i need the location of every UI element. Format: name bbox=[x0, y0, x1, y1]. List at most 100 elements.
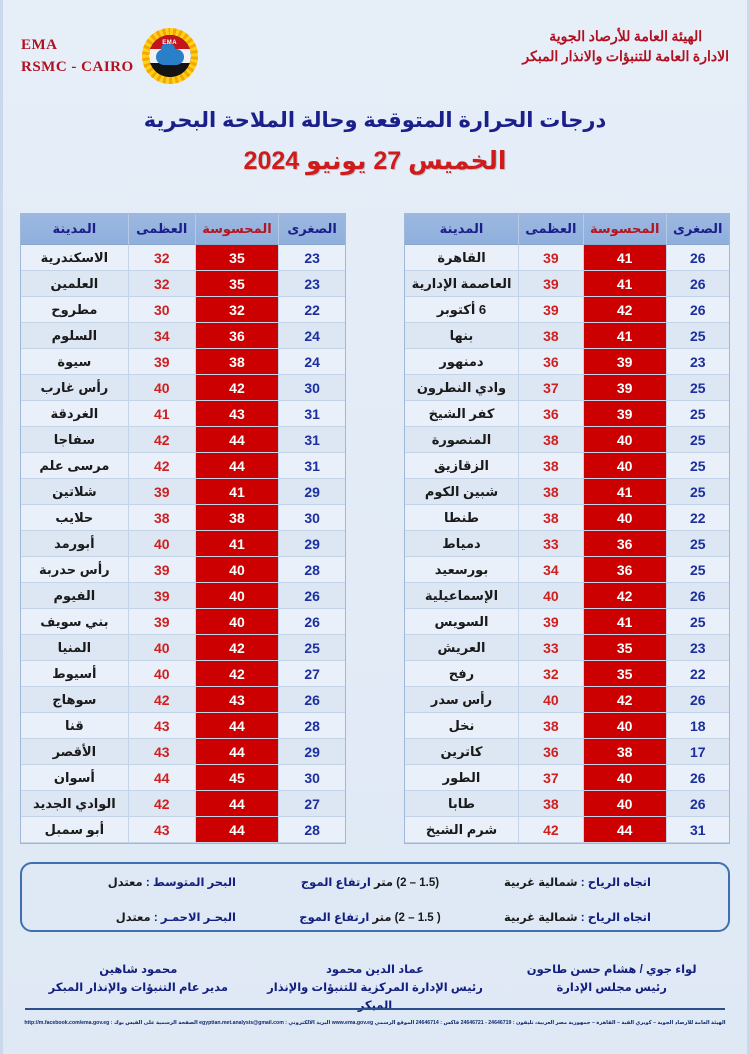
col-min: الصغرى bbox=[278, 214, 345, 245]
organization-line-2: الادارة العامة للتنبؤات والانذار المبكر bbox=[522, 50, 729, 66]
cell-min-temp: 26 bbox=[665, 245, 729, 271]
cell-city-name: رأس غارب bbox=[21, 375, 128, 401]
cell-city-name: سوهاج bbox=[21, 687, 128, 713]
cell-feels-like-temp: 40 bbox=[582, 765, 666, 791]
organization-title: الهيئة العامة للأرصاد الجوية الادارة الع… bbox=[522, 28, 729, 69]
cell-min-temp: 17 bbox=[665, 739, 729, 765]
cell-city-name: الزقازيق bbox=[405, 453, 518, 479]
table-row: 24 38 39 سيوة bbox=[21, 349, 345, 375]
cell-min-temp: 25 bbox=[665, 427, 729, 453]
cell-city-name: قنا bbox=[21, 713, 128, 739]
cell-city-name: الطور bbox=[405, 765, 518, 791]
table-row: 25 41 38 شبين الكوم bbox=[405, 479, 729, 505]
table-row: 25 40 38 الزقازيق bbox=[405, 453, 729, 479]
cell-city-name: سفاجا bbox=[21, 427, 128, 453]
cell-max-temp: 38 bbox=[517, 479, 583, 505]
cell-city-name: الوادي الجديد bbox=[21, 791, 128, 817]
cell-feels-like-temp: 40 bbox=[582, 427, 666, 453]
table-row: 27 44 42 الوادي الجديد bbox=[21, 791, 345, 817]
cell-min-temp: 28 bbox=[278, 713, 345, 739]
table-row: 27 42 40 أسيوط bbox=[21, 661, 345, 687]
cell-city-name: كاترين bbox=[405, 739, 518, 765]
cell-feels-like-temp: 41 bbox=[582, 609, 666, 635]
logo-disc: EMA bbox=[148, 35, 191, 77]
signature-role: مدير عام التنبؤات والإنذار المبكر bbox=[48, 981, 228, 994]
cell-feels-like-temp: 32 bbox=[194, 297, 279, 323]
cell-city-name: العريش bbox=[405, 635, 518, 661]
cell-min-temp: 26 bbox=[278, 687, 345, 713]
cell-max-temp: 36 bbox=[517, 401, 583, 427]
table-row: 25 42 40 المنيا bbox=[21, 635, 345, 661]
cell-city-name: دمنهور bbox=[405, 349, 518, 375]
table-row: 29 44 43 الأقصر bbox=[21, 739, 345, 765]
cell-min-temp: 23 bbox=[665, 349, 729, 375]
cell-feels-like-temp: 41 bbox=[582, 245, 666, 271]
cell-city-name: السلوم bbox=[21, 323, 128, 349]
wind-label: اتجاه الرياح : bbox=[580, 911, 651, 924]
cell-max-temp: 40 bbox=[517, 583, 583, 609]
cell-city-name: شرم الشيخ bbox=[405, 817, 518, 843]
cell-feels-like-temp: 40 bbox=[582, 791, 666, 817]
cell-min-temp: 23 bbox=[278, 271, 345, 297]
forecast-table-left-body: 23 35 32 الاسكندرية 23 35 32 العلمين 22 32 30 مطروح… bbox=[21, 245, 345, 843]
cell-city-name: مطروح bbox=[21, 297, 128, 323]
cell-feels-like-temp: 44 bbox=[194, 791, 279, 817]
cell-max-temp: 32 bbox=[127, 245, 195, 271]
cell-feels-like-temp: 43 bbox=[194, 687, 279, 713]
cell-feels-like-temp: 41 bbox=[582, 271, 666, 297]
wind-label: اتجاه الرياح : bbox=[580, 876, 651, 889]
table-row: 25 41 38 بنها bbox=[405, 323, 729, 349]
cell-city-name: كفر الشيخ bbox=[405, 401, 518, 427]
table-row: 23 39 36 دمنهور bbox=[405, 349, 729, 375]
document-header: الهيئة العامة للأرصاد الجوية الادارة الع… bbox=[3, 18, 747, 98]
cell-city-name: طنطا bbox=[405, 505, 518, 531]
table-row: 26 42 40 الإسماعيلية bbox=[405, 583, 729, 609]
cell-feels-like-temp: 44 bbox=[194, 817, 279, 843]
table-row: 30 45 44 أسوان bbox=[21, 765, 345, 791]
cell-feels-like-temp: 44 bbox=[194, 427, 279, 453]
table-row: 23 35 32 العلمين bbox=[21, 271, 345, 297]
cell-feels-like-temp: 42 bbox=[582, 297, 666, 323]
signature-name: محمود شاهين bbox=[99, 964, 178, 976]
cell-min-temp: 25 bbox=[665, 453, 729, 479]
cell-min-temp: 26 bbox=[278, 583, 345, 609]
cell-min-temp: 26 bbox=[665, 687, 729, 713]
cell-max-temp: 36 bbox=[517, 349, 583, 375]
cell-min-temp: 22 bbox=[665, 505, 729, 531]
cell-city-name: أبو سمبل bbox=[21, 817, 128, 843]
forecast-table-right: الصغرى المحسوسة العظمى المدينة 26 41 39 الق… bbox=[404, 213, 730, 844]
cell-min-temp: 31 bbox=[278, 427, 345, 453]
table-row: 26 42 40 رأس سدر bbox=[405, 687, 729, 713]
cell-max-temp: 42 bbox=[517, 817, 583, 843]
cell-city-name: أبورمد bbox=[21, 531, 128, 557]
table-row: 22 40 38 طنطا bbox=[405, 505, 729, 531]
cell-min-temp: 26 bbox=[665, 791, 729, 817]
cell-city-name: أسوان bbox=[21, 765, 128, 791]
cell-max-temp: 40 bbox=[127, 661, 195, 687]
cell-max-temp: 38 bbox=[517, 505, 583, 531]
cell-max-temp: 40 bbox=[517, 687, 583, 713]
cell-max-temp: 43 bbox=[127, 739, 195, 765]
marine-conditions-box: اتجاه الرياح : شمالية غربية (1.5 – 2) مت… bbox=[20, 862, 730, 932]
cell-feels-like-temp: 44 bbox=[194, 453, 279, 479]
table-row: 26 40 39 بني سويف bbox=[21, 609, 345, 635]
cell-feels-like-temp: 38 bbox=[582, 739, 666, 765]
table-row: 26 41 39 القاهرة bbox=[405, 245, 729, 271]
cell-city-name: الإسماعيلية bbox=[405, 583, 518, 609]
table-row: 25 39 36 كفر الشيخ bbox=[405, 401, 729, 427]
cell-feels-like-temp: 40 bbox=[582, 713, 666, 739]
organization-line-1: الهيئة العامة للأرصاد الجوية bbox=[549, 30, 703, 45]
table-row: 28 40 39 رأس حدربة bbox=[21, 557, 345, 583]
cell-feels-like-temp: 42 bbox=[194, 375, 279, 401]
wave-label: ارتفاع الموج bbox=[300, 876, 371, 889]
logo-label: EMA bbox=[162, 40, 178, 46]
cell-city-name: أسيوط bbox=[21, 661, 128, 687]
cell-city-name: العاصمة الإدارية bbox=[405, 271, 518, 297]
table-row: 25 39 37 وادي النطرون bbox=[405, 375, 729, 401]
cell-min-temp: 31 bbox=[278, 401, 345, 427]
cell-max-temp: 39 bbox=[517, 297, 583, 323]
cell-max-temp: 32 bbox=[127, 271, 195, 297]
cell-feels-like-temp: 35 bbox=[582, 661, 666, 687]
logo-cloud-icon bbox=[155, 42, 184, 65]
cell-min-temp: 26 bbox=[665, 297, 729, 323]
